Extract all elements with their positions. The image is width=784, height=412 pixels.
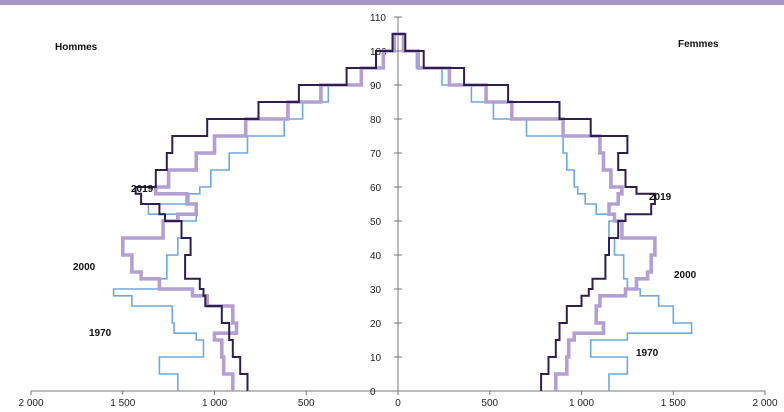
- series-2000-femmes-line: [398, 32, 657, 391]
- series-lines: [112, 32, 693, 391]
- series-2019-hommes-line: [134, 33, 398, 391]
- x-tick-label: 1 500: [110, 398, 135, 409]
- series-2000-hommes-line: [121, 32, 398, 391]
- year-label-2000-hommes: 2000: [73, 262, 96, 273]
- x-tick-label: 500: [481, 398, 498, 409]
- y-tick-label: 0: [370, 387, 376, 398]
- side-label-hommes: Hommes: [55, 42, 98, 53]
- x-tick-label: 0: [395, 398, 401, 409]
- x-tick-label: 2 000: [18, 398, 43, 409]
- year-label-1970-femmes: 1970: [636, 348, 659, 359]
- year-label-2000-femmes: 2000: [674, 270, 697, 281]
- x-tick-label: 1 000: [569, 398, 594, 409]
- y-tick-label: 50: [370, 217, 382, 228]
- y-tick-label: 90: [370, 81, 382, 92]
- y-tick-label: 70: [370, 149, 382, 160]
- y-tick-label: 40: [370, 251, 382, 262]
- y-tick-label: 100: [370, 47, 387, 58]
- y-tick-label: 110: [370, 13, 386, 24]
- tick-labels: 2 000 1 500 1 000 500 0 500 1 000 1 500 2 000 0 10…: [18, 13, 777, 409]
- x-tick-label: 1 000: [202, 398, 227, 409]
- axes: [30, 16, 766, 395]
- x-tick-label: 1 500: [661, 398, 686, 409]
- y-tick-label: 60: [370, 183, 382, 194]
- year-label-2019-femmes: 2019: [649, 192, 672, 203]
- series-1970-hommes-line: [112, 33, 398, 391]
- y-tick-label: 30: [370, 285, 382, 296]
- series-1970-femmes-line: [398, 33, 693, 391]
- year-label-1970-hommes: 1970: [89, 328, 112, 339]
- annotations: Hommes Femmes 2019 2019 2000 2000 1970 1…: [55, 39, 719, 359]
- y-tick-label: 20: [370, 319, 382, 330]
- side-label-femmes: Femmes: [678, 39, 719, 50]
- series-2019-femmes-line: [398, 33, 656, 391]
- x-tick-label: 500: [298, 398, 315, 409]
- x-tick-label: 2 000: [752, 398, 777, 409]
- year-label-2019-hommes: 2019: [131, 184, 154, 195]
- y-tick-label: 80: [370, 115, 382, 126]
- y-tick-label: 10: [370, 353, 382, 364]
- top-accent-bar: [0, 0, 784, 5]
